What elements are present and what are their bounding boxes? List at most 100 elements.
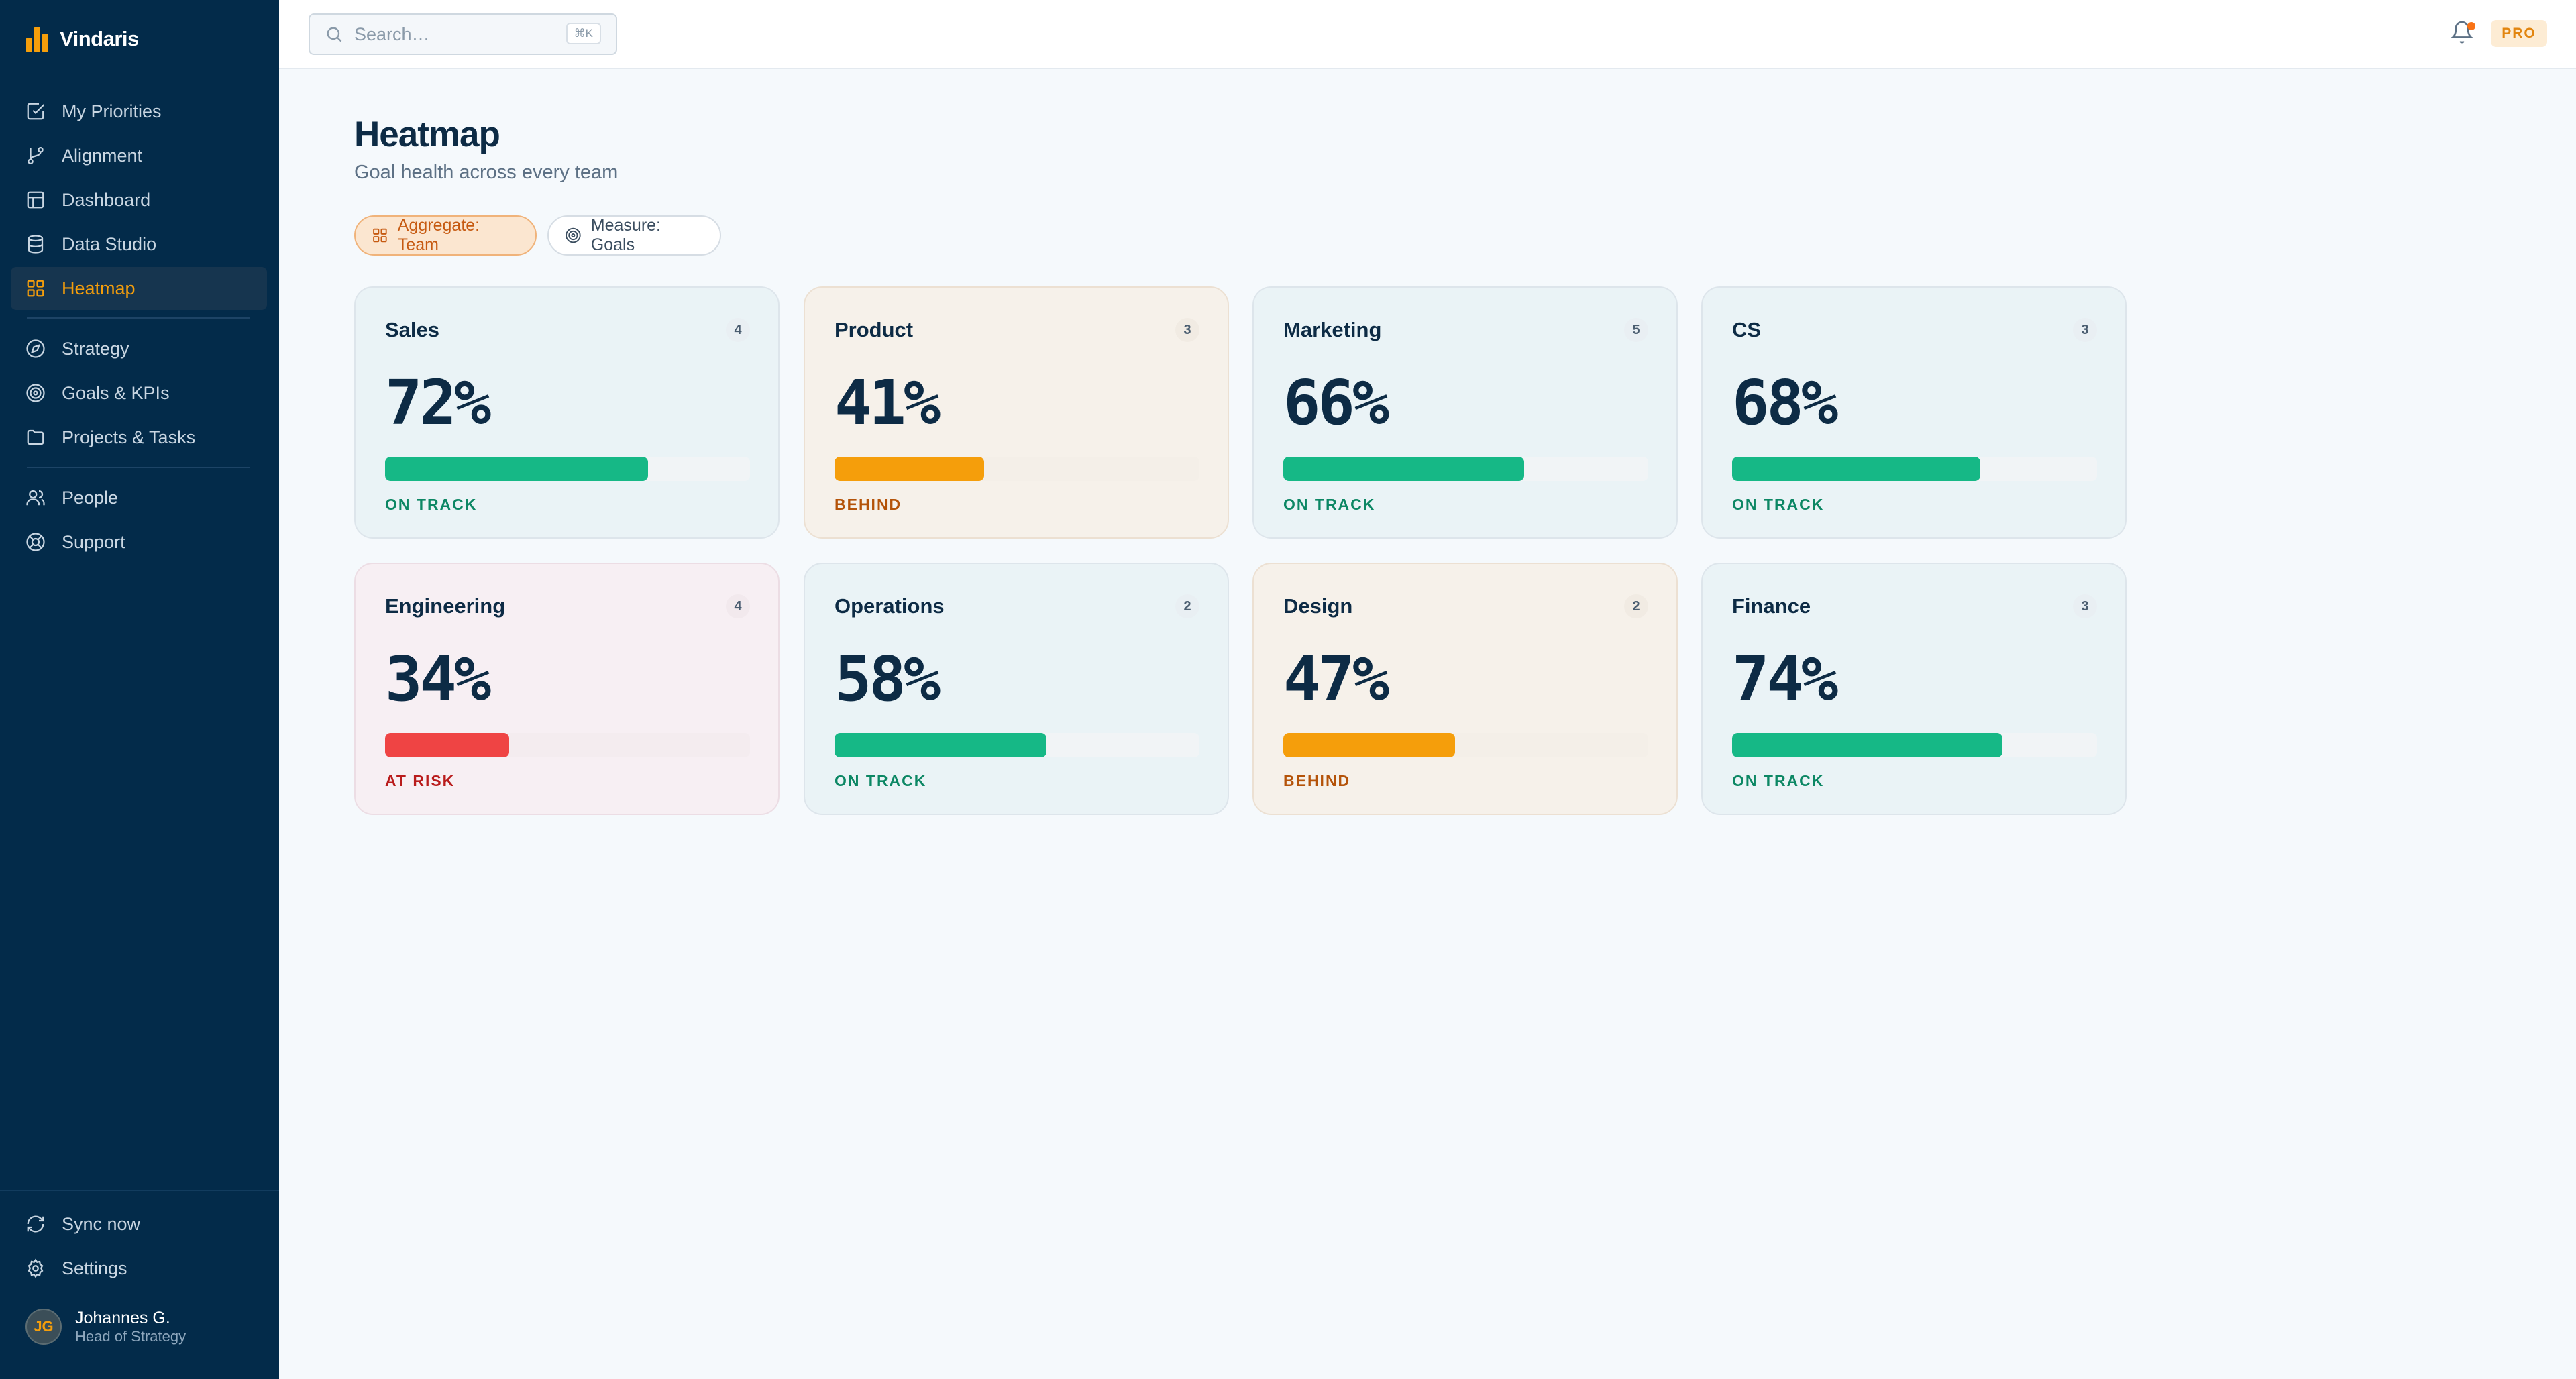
sidebar-footer-divider bbox=[0, 1190, 279, 1191]
goal-count-badge: 4 bbox=[726, 594, 750, 618]
sidebar-divider bbox=[27, 467, 250, 468]
team-card-sales[interactable]: Sales 4 72% ON TRACK bbox=[354, 286, 780, 539]
notifications-button[interactable] bbox=[2450, 20, 2477, 47]
measure-filter-chip[interactable]: Measure: Goals bbox=[547, 215, 721, 256]
user-profile[interactable]: JG Johannes G. Head of Strategy bbox=[25, 1308, 186, 1345]
status-label: ON TRACK bbox=[385, 496, 478, 513]
status-label: AT RISK bbox=[385, 772, 455, 789]
progress-fill bbox=[1283, 457, 1525, 481]
database-icon bbox=[28, 235, 44, 254]
sidebar-item-projects-tasks[interactable]: Projects & Tasks bbox=[11, 416, 267, 459]
progress-fill bbox=[1732, 733, 2002, 757]
team-name: Operations bbox=[835, 594, 945, 618]
status-label: ON TRACK bbox=[1732, 496, 1825, 513]
page-subtitle: Goal health across every team bbox=[354, 162, 619, 183]
status-label: BEHIND bbox=[835, 496, 902, 513]
status-label: ON TRACK bbox=[1732, 772, 1825, 789]
progress-track bbox=[1283, 733, 1648, 757]
progress-track bbox=[835, 457, 1199, 481]
progress-fill bbox=[385, 733, 509, 757]
health-percent: 58% bbox=[835, 643, 941, 715]
sidebar-item-label: My Priorities bbox=[62, 101, 162, 121]
status-label: ON TRACK bbox=[1283, 496, 1376, 513]
sidebar-item-label: Goals & KPIs bbox=[62, 382, 170, 403]
health-percent: 72% bbox=[385, 367, 491, 439]
goal-count-badge: 3 bbox=[2073, 318, 2097, 342]
sidebar-divider bbox=[27, 317, 250, 319]
aggregate-filter-chip[interactable]: Aggregate: Team bbox=[354, 215, 537, 256]
sidebar-item-alignment[interactable]: Alignment bbox=[11, 134, 267, 177]
sidebar-item-data-studio[interactable]: Data Studio bbox=[11, 223, 267, 266]
team-name: Engineering bbox=[385, 594, 506, 618]
sidebar-item-label: People bbox=[62, 487, 119, 508]
sidebar-item-my-priorities[interactable]: My Priorities bbox=[11, 90, 267, 133]
avatar: JG bbox=[25, 1309, 62, 1345]
goal-count-badge: 2 bbox=[1175, 594, 1199, 618]
brand[interactable]: Vindaris bbox=[26, 25, 139, 52]
team-name: Design bbox=[1283, 594, 1353, 618]
sidebar-item-people[interactable]: People bbox=[11, 476, 267, 519]
folder-icon bbox=[27, 429, 44, 445]
sidebar-item-label: Projects & Tasks bbox=[62, 427, 196, 447]
team-name: CS bbox=[1732, 318, 1762, 341]
layout-icon bbox=[27, 191, 44, 209]
progress-track bbox=[835, 733, 1199, 757]
status-label: BEHIND bbox=[1283, 772, 1351, 789]
refresh-icon bbox=[27, 1215, 44, 1233]
team-name: Sales bbox=[385, 318, 440, 341]
sidebar-item-dashboard[interactable]: Dashboard bbox=[11, 178, 267, 221]
page-title: Heatmap bbox=[354, 115, 500, 154]
sidebar: Vindaris My Priorities Alignment Dashboa… bbox=[0, 0, 279, 1379]
progress-fill bbox=[1283, 733, 1455, 757]
sync-now-label: Sync now bbox=[62, 1213, 141, 1234]
team-card-design[interactable]: Design 2 47% BEHIND bbox=[1252, 563, 1678, 815]
target-icon bbox=[566, 227, 581, 243]
grid-icon bbox=[373, 228, 387, 243]
team-card-finance[interactable]: Finance 3 74% ON TRACK bbox=[1701, 563, 2127, 815]
sidebar-item-label: Alignment bbox=[62, 145, 143, 166]
sidebar-item-label: Strategy bbox=[62, 338, 129, 359]
health-percent: 41% bbox=[835, 367, 941, 439]
goal-count-badge: 2 bbox=[1624, 594, 1648, 618]
team-card-marketing[interactable]: Marketing 5 66% ON TRACK bbox=[1252, 286, 1678, 539]
sidebar-item-label: Heatmap bbox=[62, 278, 136, 298]
compass-icon bbox=[26, 339, 45, 358]
search-input[interactable]: Search… ⌘K bbox=[309, 13, 617, 55]
team-card-product[interactable]: Product 3 41% BEHIND bbox=[804, 286, 1229, 539]
sidebar-item-support[interactable]: Support bbox=[11, 520, 267, 563]
team-card-cs[interactable]: CS 3 68% ON TRACK bbox=[1701, 286, 2127, 539]
lifebuoy-icon bbox=[26, 533, 45, 551]
progress-track bbox=[385, 733, 750, 757]
progress-fill bbox=[385, 457, 648, 481]
plan-badge: PRO bbox=[2491, 20, 2547, 47]
aggregate-filter-label: Aggregate: Team bbox=[397, 216, 480, 254]
git-branch-icon bbox=[28, 147, 44, 164]
sidebar-item-strategy[interactable]: Strategy bbox=[11, 327, 267, 370]
status-label: ON TRACK bbox=[835, 772, 927, 789]
sidebar-item-label: Data Studio bbox=[62, 233, 157, 254]
search-placeholder: Search… bbox=[354, 23, 430, 44]
health-percent: 68% bbox=[1732, 367, 1838, 439]
goal-count-badge: 4 bbox=[726, 318, 750, 342]
progress-track bbox=[385, 457, 750, 481]
team-card-engineering[interactable]: Engineering 4 34% AT RISK bbox=[354, 563, 780, 815]
team-card-operations[interactable]: Operations 2 58% ON TRACK bbox=[804, 563, 1229, 815]
progress-fill bbox=[835, 457, 985, 481]
brand-name: Vindaris bbox=[60, 27, 139, 50]
progress-track bbox=[1732, 457, 2097, 481]
measure-filter-label: Measure: Goals bbox=[590, 216, 661, 254]
progress-track bbox=[1732, 733, 2097, 757]
sidebar-item-goals-kpis[interactable]: Goals & KPIs bbox=[11, 372, 267, 415]
team-name: Finance bbox=[1732, 594, 1811, 618]
topbar: Search… ⌘K PRO bbox=[279, 0, 2576, 69]
user-role: Head of Strategy bbox=[75, 1328, 186, 1345]
bar-chart-logo-icon bbox=[26, 25, 49, 52]
goal-count-badge: 5 bbox=[1624, 318, 1648, 342]
sync-now-button[interactable]: Sync now bbox=[11, 1203, 267, 1246]
team-name: Product bbox=[835, 318, 914, 341]
settings-button[interactable]: Settings bbox=[11, 1247, 267, 1290]
health-percent: 34% bbox=[385, 643, 491, 715]
sidebar-item-heatmap[interactable]: Heatmap bbox=[11, 267, 267, 310]
target-icon bbox=[26, 384, 45, 402]
sidebar-item-label: Dashboard bbox=[62, 189, 151, 210]
